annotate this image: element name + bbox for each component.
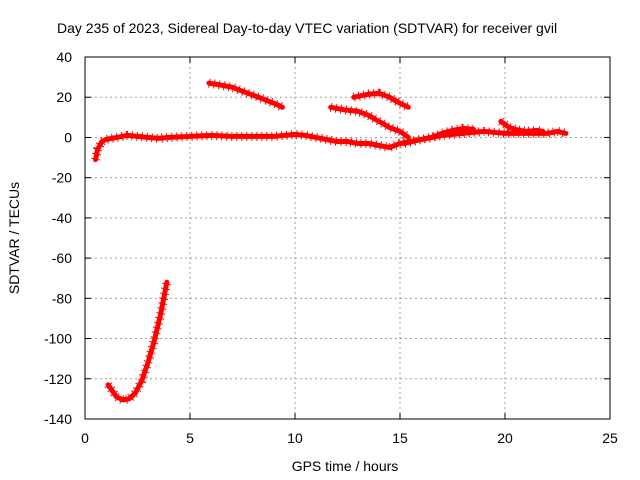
x-tick-label: 0 <box>81 430 89 446</box>
y-tick-label: -20 <box>52 170 72 186</box>
chart-title: Day 235 of 2023, Sidereal Day-to-day VTE… <box>57 20 557 36</box>
series-line-arc-8-a <box>206 80 285 110</box>
plot-area-border <box>84 56 611 420</box>
y-axis-title: SDTVAR / TECUs <box>6 182 22 294</box>
x-tick-label: 15 <box>392 430 408 446</box>
y-tick-label: 40 <box>56 49 72 65</box>
series-markers-arc-8-a <box>208 78 285 112</box>
y-tick-label: -60 <box>52 250 72 266</box>
series-markers-main-trace <box>91 126 567 161</box>
series-layer <box>91 78 569 405</box>
x-axis-title: GPS time / hours <box>292 458 399 474</box>
series-markers-arc-2-8 <box>403 123 474 148</box>
series-line-deep-dip <box>105 279 170 403</box>
grid <box>85 57 610 419</box>
y-tick-label: -120 <box>44 371 72 387</box>
y-tick-label: 0 <box>64 129 72 145</box>
y-tick-label: 20 <box>56 89 72 105</box>
x-tick-label: 25 <box>602 430 618 446</box>
series-markers-arc-8-c <box>352 88 411 112</box>
y-tick-label: -40 <box>52 210 72 226</box>
x-tick-label: 5 <box>186 430 194 446</box>
x-tick-label: 20 <box>497 430 513 446</box>
series-line-arc-8-b <box>328 104 411 140</box>
y-tick-label: -80 <box>52 290 72 306</box>
series-line-main-trace <box>93 128 569 163</box>
series-line-arc-8-d <box>498 118 546 134</box>
x-axis: 0 5 10 15 20 25 <box>81 57 618 446</box>
y-tick-label: -140 <box>44 411 72 427</box>
y-axis: -140 -120 -100 -80 -60 -40 -20 0 20 40 <box>44 49 610 427</box>
series-markers-deep-dip <box>104 281 172 405</box>
series-line-arc-8-c <box>351 90 411 110</box>
y-tick-label: -100 <box>44 331 72 347</box>
x-tick-label: 10 <box>287 430 303 446</box>
